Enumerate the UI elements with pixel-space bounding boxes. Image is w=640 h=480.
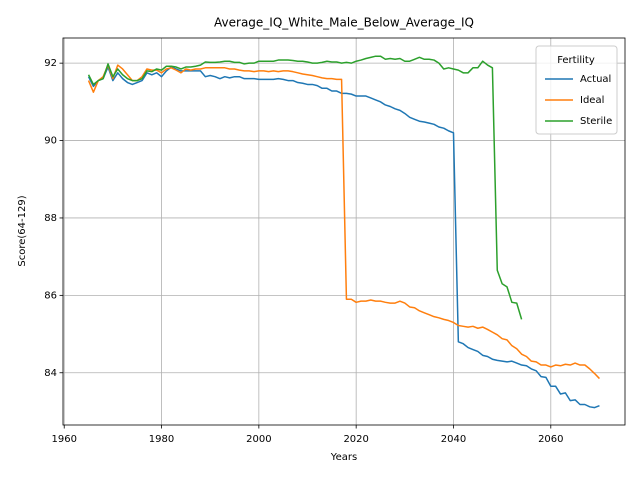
legend-label: Sterile [580, 116, 612, 127]
line-series [87, 66, 600, 409]
y-tick-label: 88 [44, 213, 57, 224]
legend: Fertility Actual Ideal Sterile [535, 45, 618, 135]
line-series [87, 55, 523, 320]
y-axis-label: Score(64-129) [17, 195, 28, 266]
y-tick-label: 84 [44, 368, 57, 379]
x-tick-label: 2000 [246, 434, 271, 445]
line-series [87, 64, 600, 380]
legend-label: Actual [580, 74, 611, 85]
y-tick-label: 92 [44, 58, 57, 69]
grid: 1960 1980 2000 2020 2040 2060 84 86 88 90 92 [44, 38, 625, 445]
chart-title: Average_IQ_White_Male_Below_Average_IQ [214, 16, 474, 30]
y-tick-label: 86 [44, 290, 57, 301]
x-tick-label: 2040 [441, 434, 466, 445]
plot-frame [62, 37, 626, 426]
legend-box [535, 45, 618, 135]
x-axis-label: Years [330, 452, 357, 463]
x-tick-label: 2020 [343, 434, 368, 445]
lines [87, 55, 600, 409]
x-tick-label: 1960 [51, 434, 76, 445]
legend-label: Ideal [580, 95, 604, 106]
legend-title: Fertility [557, 55, 595, 66]
x-tick-label: 2060 [538, 434, 563, 445]
y-tick-label: 90 [44, 136, 57, 147]
x-tick-label: 1980 [149, 434, 174, 445]
